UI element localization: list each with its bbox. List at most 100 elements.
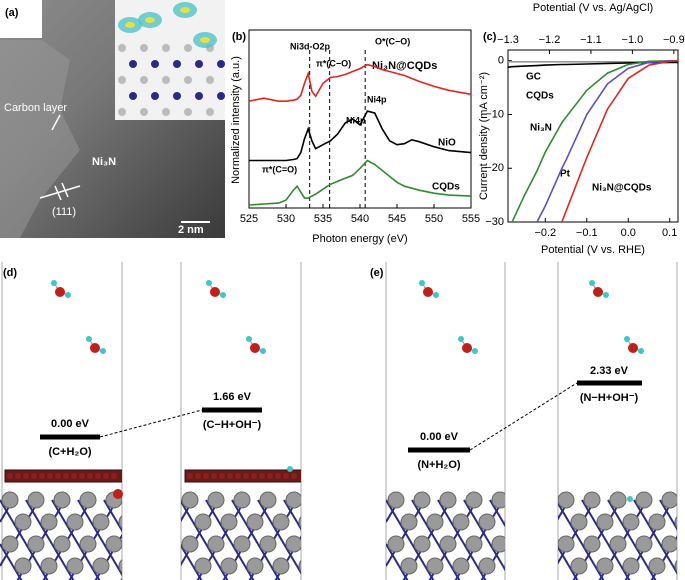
ni-atom — [27, 535, 45, 553]
series-label: CQDs — [432, 182, 460, 193]
h-atom — [65, 292, 71, 298]
ni-atom — [66, 557, 84, 575]
series-line — [536, 60, 678, 222]
o-atom — [423, 287, 433, 297]
c-atom — [7, 473, 13, 479]
ni-atom — [674, 559, 677, 573]
x2-tick-label: −1.1 — [580, 34, 602, 46]
ni-atom — [558, 535, 575, 553]
lattice-marker — [61, 182, 69, 198]
charge-density — [145, 17, 155, 23]
bond — [310, 500, 323, 522]
h-atom — [627, 496, 633, 502]
bond — [296, 521, 301, 531]
charge-density — [180, 7, 190, 13]
x-tick-label: 525 — [240, 213, 258, 225]
bond — [310, 544, 323, 566]
c-atom — [79, 473, 85, 479]
ni-atom — [596, 557, 614, 575]
atom — [173, 92, 181, 100]
ni-atom — [118, 515, 122, 529]
state-label: (C−H+OH⁻) — [203, 419, 262, 431]
atom — [140, 108, 148, 116]
h-atom — [419, 280, 425, 286]
annotation: Carbon layer — [4, 102, 67, 114]
slab — [181, 469, 323, 580]
lattice-marker — [39, 185, 81, 199]
ni-atom — [439, 535, 457, 553]
c-atom — [275, 473, 281, 479]
ni-atom — [674, 515, 677, 529]
series-label: CQDs — [526, 91, 554, 102]
ni-atom — [181, 491, 199, 509]
ni-atom — [194, 557, 212, 575]
ni-atom — [285, 535, 301, 553]
series-label: NiO — [438, 138, 456, 149]
ni-atom — [1, 535, 19, 553]
ni-atom — [14, 557, 32, 575]
series-label: Ni₃N@CQDs — [372, 60, 437, 72]
ni-atom — [387, 491, 405, 509]
o-atom — [628, 343, 638, 353]
ni-atom — [648, 513, 666, 531]
bond — [130, 544, 143, 566]
ni-atom — [207, 491, 225, 509]
c-atom — [195, 473, 201, 479]
c-atom — [63, 473, 69, 479]
c-atom — [219, 473, 225, 479]
c-atom — [47, 473, 53, 479]
c-atom — [187, 473, 193, 479]
ni-atom — [285, 491, 301, 509]
bond — [310, 544, 323, 566]
ni-atom — [661, 535, 677, 553]
h-atom — [603, 292, 609, 298]
series-line — [511, 60, 678, 222]
h-atom — [458, 336, 464, 342]
ni-atom — [400, 513, 418, 531]
atom — [118, 44, 126, 52]
x-tick-label: 535 — [314, 213, 332, 225]
o-atom — [210, 287, 220, 297]
ni-atom — [465, 535, 483, 553]
annotation: π*(C−O) — [316, 58, 351, 68]
c-atom — [55, 473, 61, 479]
x2-axis-title: Potential (V vs. Ag/AgCl) — [533, 2, 653, 14]
slab — [558, 491, 677, 580]
c-atom — [211, 473, 217, 479]
x-tick-label: 550 — [425, 213, 443, 225]
panel-label: (b) — [232, 31, 246, 43]
ni-atom — [27, 491, 45, 509]
h-atom — [51, 280, 57, 286]
ni-atom — [220, 557, 238, 575]
bond — [310, 500, 323, 522]
ni-atom — [570, 557, 588, 575]
ni-atom — [233, 535, 251, 553]
ni-atom — [413, 535, 431, 553]
x-axis-title: Potential (V vs. RHE) — [541, 244, 645, 256]
bond — [130, 500, 143, 522]
panel-label: (a) — [5, 7, 19, 19]
c-atom — [15, 473, 21, 479]
x-tick-label: 540 — [351, 213, 369, 225]
ni-atom — [387, 535, 405, 553]
y-axis-title: Normalized intensity (a.u.) — [230, 56, 242, 184]
ni-atom — [233, 491, 251, 509]
atom — [118, 108, 126, 116]
h-atom — [246, 336, 252, 342]
annotation: Ni3d-O2p — [290, 41, 331, 51]
c-atom — [259, 473, 265, 479]
c-atom — [203, 473, 209, 479]
atom — [162, 76, 170, 84]
series-label: Ni₃N@CQDs — [592, 183, 652, 194]
ni-atom — [558, 491, 575, 509]
x2-tick-label: −1.2 — [539, 34, 561, 46]
h-atom — [638, 348, 644, 354]
ni-atom — [53, 491, 71, 509]
annotation: π*(C=O) — [262, 164, 297, 174]
x2-tick-label: −0.9 — [663, 34, 685, 46]
c-atom — [251, 473, 257, 479]
series-line — [249, 110, 471, 162]
plot-frame — [507, 49, 679, 223]
c-atom — [103, 473, 109, 479]
